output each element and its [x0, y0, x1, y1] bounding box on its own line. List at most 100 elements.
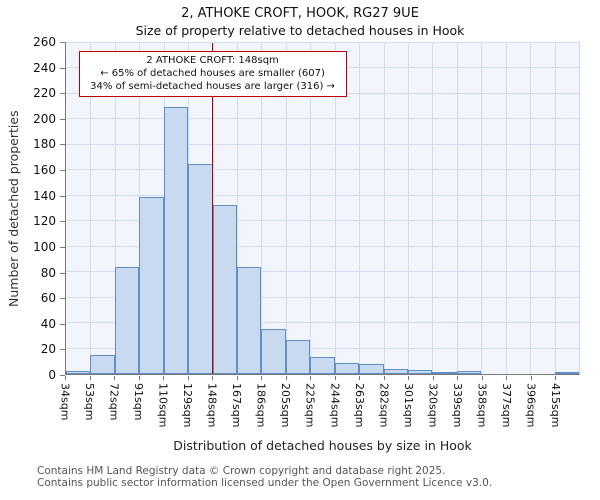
bar-186sqm [261, 329, 286, 374]
plot-area: 2 ATHOKE CROFT: 148sqm ← 65% of detached… [65, 42, 580, 375]
x-tick-label: 415sqm [548, 383, 562, 428]
y-tick-mark [60, 170, 65, 172]
x-tick-mark [432, 376, 434, 380]
annotation-box: 2 ATHOKE CROFT: 148sqm ← 65% of detached… [78, 51, 347, 97]
y-tick-mark [60, 221, 65, 223]
x-tick-label: 377sqm [499, 383, 513, 428]
bar-225sqm [310, 357, 335, 374]
bar-72sqm [114, 267, 140, 374]
x-tick-mark [187, 376, 189, 380]
y-tick-label: 100 [33, 239, 56, 254]
bar-110sqm [163, 106, 189, 374]
y-tick-label: 260 [33, 35, 56, 49]
x-tick-label: 282sqm [377, 383, 391, 428]
footer: Contains HM Land Registry data © Crown c… [37, 465, 597, 490]
bar-415sqm [554, 372, 579, 374]
y-tick-mark [60, 272, 65, 274]
x-tick-mark [408, 376, 410, 380]
x-tick-label: 110sqm [156, 383, 170, 428]
y-tick-mark [60, 93, 65, 95]
x-tick-label: 91sqm [132, 383, 146, 421]
x-tick-label: 396sqm [524, 383, 538, 428]
x-tick-label: 129sqm [181, 383, 195, 428]
y-tick-mark [60, 67, 65, 69]
x-tick-mark [481, 376, 483, 380]
x-tick-label: 186sqm [254, 383, 268, 428]
y-tick-label: 20 [40, 342, 56, 357]
y-tick-label: 160 [33, 163, 56, 178]
x-tick-label: 205sqm [279, 383, 293, 428]
footer-line-1: Contains HM Land Registry data © Crown c… [37, 465, 446, 477]
y-tick-label: 240 [33, 60, 56, 75]
y-tick-mark [60, 246, 65, 248]
x-tick-mark [383, 376, 385, 380]
bar-129sqm [188, 163, 213, 374]
y-tick-label: 60 [40, 291, 56, 306]
y-tick-mark [60, 144, 65, 146]
x-tick-mark [506, 376, 508, 380]
x-tick-label: 301sqm [401, 383, 415, 428]
x-tick-mark [359, 376, 361, 380]
bar-205sqm [285, 339, 311, 374]
bar-301sqm [408, 370, 433, 374]
x-tick-label: 263sqm [352, 383, 366, 428]
x-tick-mark [310, 376, 312, 380]
x-tick-labels: 34sqm 53sqm 72sqm 91sqm 110sqm 129sqm 148sqm 16… [59, 376, 580, 434]
y-tick-label: 200 [33, 111, 56, 126]
y-tick-label: 140 [33, 188, 56, 203]
x-tick-label: 244sqm [328, 383, 342, 428]
x-tick-mark [555, 376, 557, 380]
x-tick-label: 339sqm [450, 383, 464, 428]
chart-subtitle: Size of property relative to detached ho… [135, 23, 465, 38]
y-tick-label: 40 [40, 316, 56, 331]
y-tick-label: 220 [33, 86, 56, 101]
x-tick-mark [163, 376, 165, 380]
x-tick-mark [236, 376, 238, 380]
x-tick-label: 148sqm [205, 383, 219, 428]
bar-320sqm [432, 372, 457, 374]
y-tick-mark [60, 323, 65, 325]
x-tick-label: 225sqm [303, 383, 317, 428]
bar-263sqm [359, 363, 384, 374]
x-tick-mark [212, 376, 214, 380]
x-axis-title: Distribution of detached houses by size … [173, 438, 472, 453]
x-tick-mark [65, 376, 66, 380]
x-tick-mark [138, 376, 140, 380]
x-tick-mark [89, 376, 91, 380]
x-tick-mark [530, 376, 532, 380]
x-tick-label: 167sqm [230, 383, 244, 428]
x-tick-mark [114, 376, 116, 380]
x-tick-label: 320sqm [426, 383, 440, 428]
bar-34sqm [66, 371, 91, 374]
y-tick-label: 0 [48, 368, 56, 382]
footer-line-2: Contains public sector information licen… [37, 477, 493, 490]
bar-53sqm [90, 354, 115, 374]
y-tick-mark [60, 375, 65, 376]
marker-line [211, 43, 214, 374]
y-tick-label: 180 [33, 137, 56, 152]
y-tick-mark [60, 118, 65, 120]
x-tick-mark [334, 376, 336, 380]
chart-title: 2, ATHOKE CROFT, HOOK, RG27 9UE [181, 6, 419, 21]
x-tick-label: 72sqm [107, 383, 121, 421]
bar-91sqm [139, 197, 164, 374]
x-tick-label: 358sqm [475, 383, 489, 428]
y-tick-label: 80 [40, 265, 56, 280]
y-tick-labels: 0 20 40 60 80 100 120 140 160 180 200 220 240 260 [0, 35, 65, 382]
y-tick-mark [60, 349, 65, 351]
bar-167sqm [237, 267, 262, 374]
bar-148sqm [212, 204, 237, 374]
y-tick-mark [60, 42, 65, 43]
x-tick-label: 34sqm [58, 383, 72, 421]
bar-339sqm [456, 371, 482, 374]
x-tick-mark [285, 376, 287, 380]
annotation-line-1: 2 ATHOKE CROFT: 148sqm [146, 55, 279, 66]
x-tick-label: 53sqm [83, 383, 97, 421]
annotation-line-3: 34% of semi-detached houses are larger (… [90, 81, 335, 93]
bar-244sqm [334, 362, 360, 374]
y-tick-mark [60, 298, 65, 300]
annotation-line-2: ← 65% of detached houses are smaller (60… [100, 68, 325, 80]
x-tick-mark [457, 376, 459, 380]
y-tick-label: 120 [33, 214, 56, 229]
